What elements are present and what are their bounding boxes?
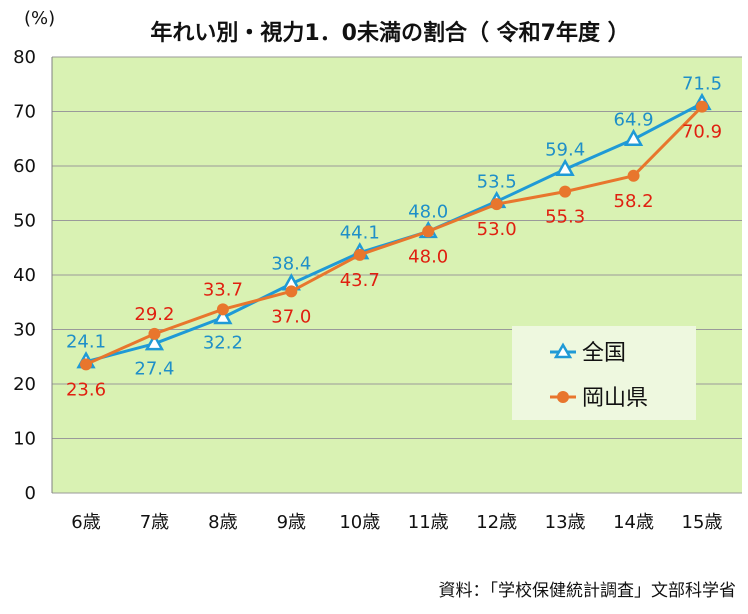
chart-title: 年れい別・視力1．0未満の割合（ 令和7年度 ） <box>150 20 629 46</box>
legend-marker-circle <box>557 391 569 403</box>
legend-item-national: 全国 <box>550 341 626 366</box>
series-okayama <box>80 100 708 371</box>
gridlines <box>51 56 742 494</box>
data-point-circle <box>696 100 708 113</box>
data-label: 48.0 <box>408 246 448 267</box>
legend-box <box>512 326 696 420</box>
data-label: 71.5 <box>682 73 722 94</box>
data-point-circle <box>216 303 229 316</box>
y-axis-ticks: 0 10 20 30 40 50 60 70 80 <box>13 47 36 504</box>
x-tick-label: 14歳 <box>613 512 654 533</box>
y-tick-label: 0 <box>25 483 36 504</box>
data-label: 58.2 <box>614 191 654 212</box>
x-tick-label: 7歳 <box>140 512 169 533</box>
data-point-circle <box>627 169 640 182</box>
legend-item-okayama: 岡山県 <box>550 386 648 411</box>
data-point-circle <box>559 185 572 198</box>
data-label: 24.1 <box>66 332 106 353</box>
x-tick-label: 12歳 <box>476 512 517 533</box>
source-note: 資料：「学校保健統計調査」文部科学省 <box>439 581 737 601</box>
data-label: 23.6 <box>66 379 106 400</box>
x-tick-label: 11歳 <box>408 512 449 533</box>
legend-label-national: 全国 <box>582 341 626 366</box>
data-point-circle <box>490 198 503 211</box>
legend: 全国 岡山県 <box>512 326 696 420</box>
data-label: 48.0 <box>408 201 448 222</box>
series-layer <box>76 92 712 371</box>
data-label: 53.5 <box>477 171 517 192</box>
y-tick-label: 40 <box>13 265 36 286</box>
x-tick-label: 6歳 <box>71 512 100 533</box>
y-tick-label: 80 <box>13 47 36 68</box>
x-axis-ticks: 6歳 7歳 8歳 9歳 10歳 11歳 12歳 13歳 14歳 15歳 <box>71 512 722 533</box>
data-label: 29.2 <box>134 304 174 325</box>
data-point-circle <box>285 285 298 298</box>
data-point-circle <box>80 358 92 371</box>
data-label: 33.7 <box>203 279 243 300</box>
data-point-triangle <box>144 333 165 351</box>
data-point-triangle <box>623 128 644 147</box>
x-tick-label: 9歳 <box>277 512 306 533</box>
data-label: 38.4 <box>271 254 311 275</box>
y-tick-label: 70 <box>13 102 36 123</box>
data-label: 70.9 <box>682 122 722 143</box>
x-tick-label: 10歳 <box>339 512 380 533</box>
data-label: 59.4 <box>545 139 585 160</box>
data-point-triangle <box>213 306 233 325</box>
series-line <box>85 105 704 366</box>
y-tick-label: 50 <box>13 211 36 232</box>
data-label: 55.3 <box>545 207 585 228</box>
data-label: 43.7 <box>340 270 380 291</box>
data-point-circle <box>422 225 435 238</box>
legend-marker-triangle <box>553 342 573 359</box>
y-tick-label: 10 <box>13 429 36 450</box>
data-label: 44.1 <box>340 223 380 244</box>
y-tick-label: 20 <box>13 374 36 395</box>
data-label: 37.0 <box>271 306 311 327</box>
y-tick-label: 30 <box>13 320 36 341</box>
data-point-triangle <box>555 158 575 177</box>
data-labels: 24.1 27.4 32.2 38.4 44.1 48.0 53.5 59.4 64.9 71.5… <box>66 73 722 400</box>
y-tick-label: 60 <box>13 156 36 177</box>
data-label: 27.4 <box>134 359 174 380</box>
data-point-circle <box>353 248 366 261</box>
data-point-circle <box>148 327 161 340</box>
data-label: 53.0 <box>477 219 517 240</box>
legend-label-okayama: 岡山県 <box>582 386 648 411</box>
y-axis-unit: (%) <box>24 8 55 29</box>
x-tick-label: 8歳 <box>208 512 237 533</box>
x-tick-label: 13歳 <box>545 512 586 533</box>
x-tick-label: 15歳 <box>682 512 723 533</box>
data-label: 32.2 <box>203 333 243 354</box>
data-label: 64.9 <box>614 109 654 130</box>
